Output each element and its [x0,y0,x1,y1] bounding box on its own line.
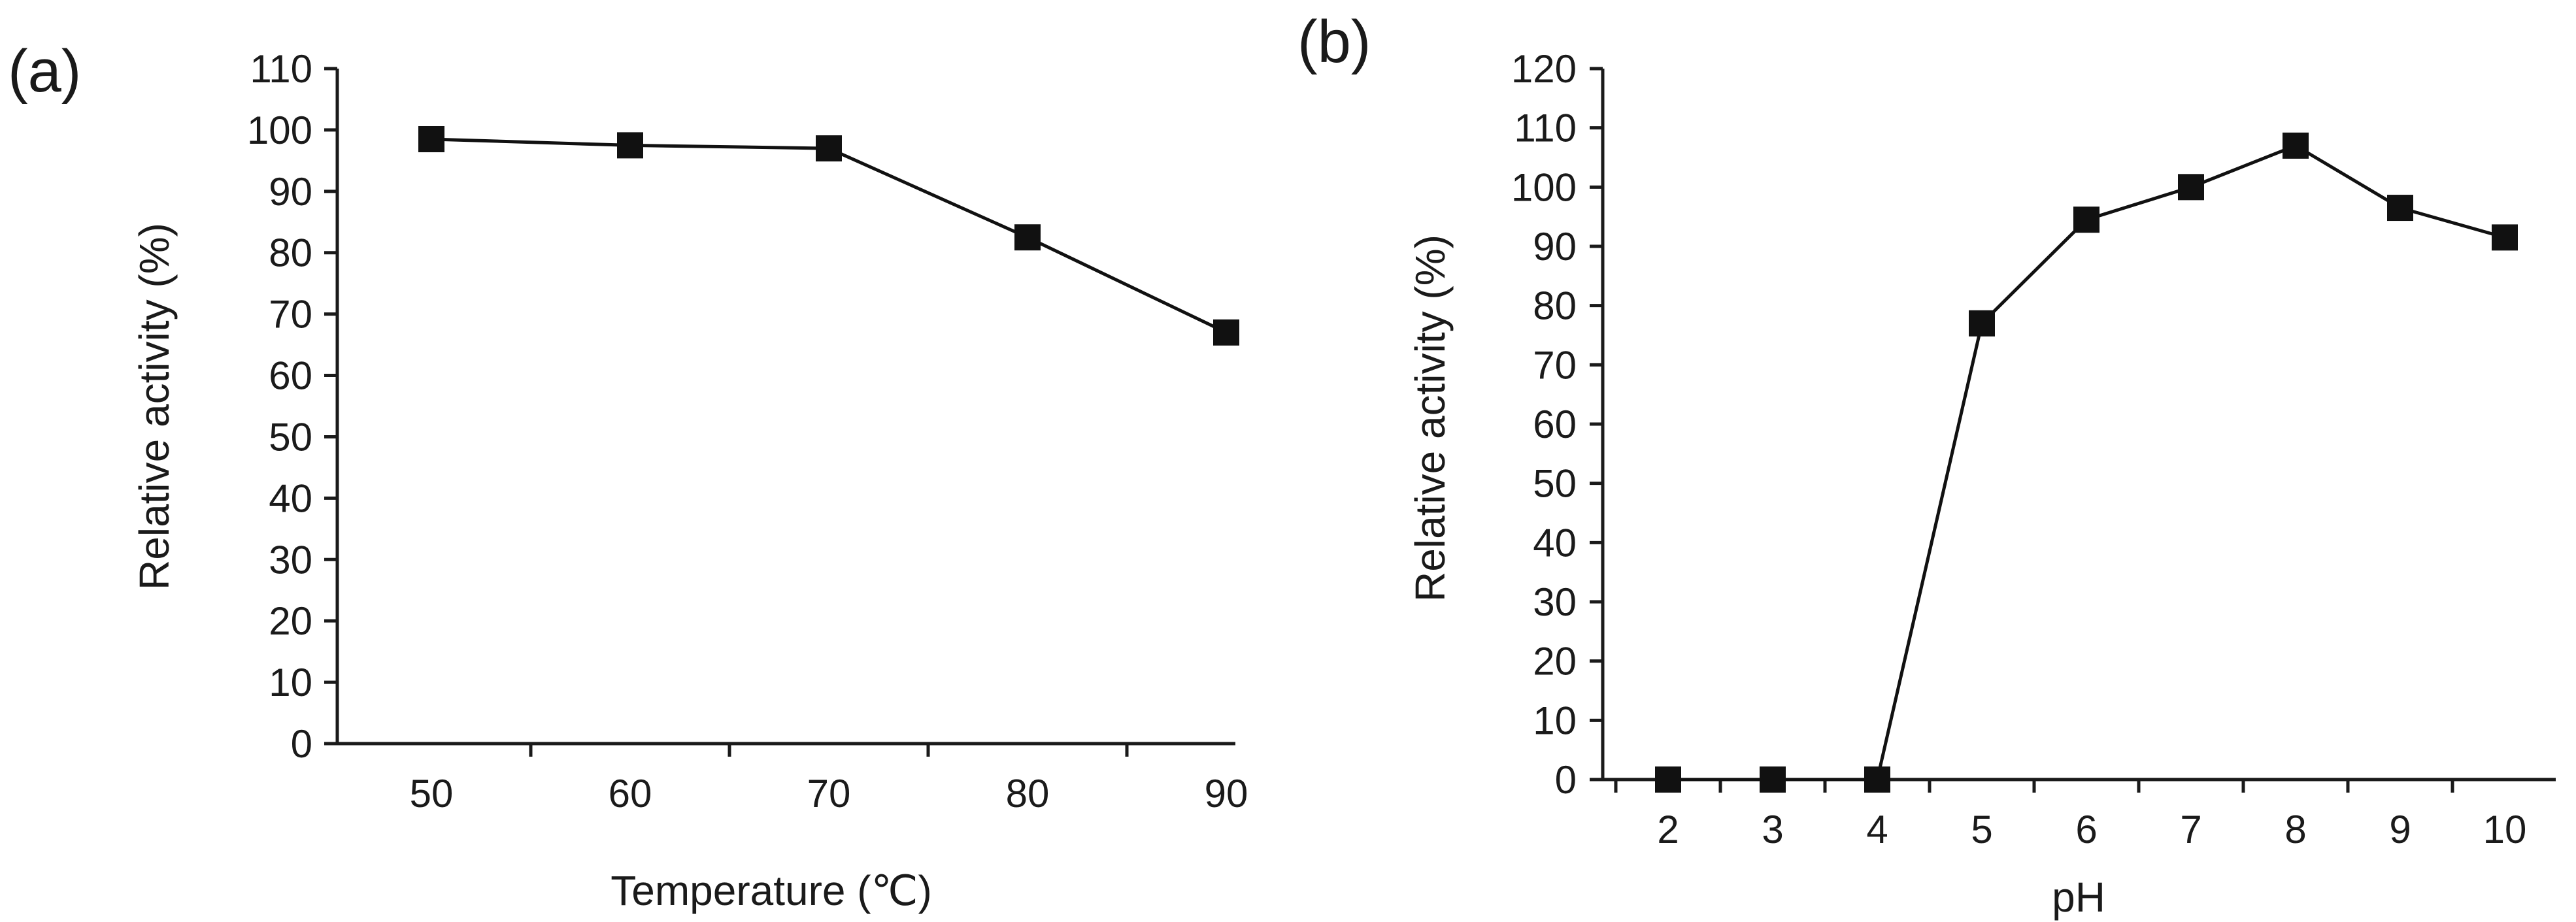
panel-b-data-point [2073,206,2099,233]
panel-a-x-tick-label: 90 [1205,772,1248,815]
panel-b-y-tick-label: 50 [1533,462,1577,506]
panel-a-y-tick-label: 90 [269,170,312,214]
panel-b-y-tick-label: 20 [1533,640,1577,683]
panel-b-x-tick-label: 3 [1762,808,1783,851]
panel-b-x-tick-label: 2 [1657,808,1679,851]
panel-b-x-axis-title: pH [2052,874,2105,921]
panel-b-x-tick-label: 8 [2284,808,2306,851]
panel-b-data-point [1969,310,1995,337]
panel-a-data-point [418,125,444,152]
panel-a-y-tick-label: 50 [269,415,312,459]
panel-b-markers [1655,132,2518,793]
panel-a-series-line [431,137,1228,335]
panel-b-x-tick-label: 6 [2075,808,2097,851]
panel-b-ph-chart: (b) 0 10 20 30 40 50 60 70 80 90 100 110 120 2 3 4 5 6 7 8… [1297,8,2556,921]
panel-a-y-tick-label: 100 [247,108,312,152]
panel-a-y-tick-label: 80 [269,231,312,275]
panel-b-data-point [2283,132,2309,159]
panel-b-y-tick-label: 90 [1533,225,1577,269]
panel-b-x-ticks: 2 3 4 5 6 7 8 9 10 [1614,780,2527,851]
panel-a-y-tick-label: 30 [269,538,312,582]
panel-b-data-point [2492,224,2518,251]
panel-b-y-tick-label: 70 [1533,343,1577,387]
panel-a-x-tick-label: 60 [609,772,652,815]
panel-b-y-tick-label: 100 [1511,165,1577,209]
panel-b-y-ticks: 0 10 20 30 40 50 60 70 80 90 100 110 120 [1511,47,1603,802]
panel-a-label: (a) [8,38,81,105]
panel-b-data-point [1655,766,1681,793]
panel-a-y-tick-label: 110 [250,47,312,91]
panel-b-x-tick-label: 9 [2389,808,2411,851]
panel-b-data-point [1864,766,1890,793]
panel-b-data-point [1760,766,1786,793]
panel-a-y-tick-label: 0 [291,722,312,766]
panel-b-y-tick-label: 120 [1511,47,1577,91]
panel-a-x-ticks: 50 60 70 80 90 [410,744,1248,815]
panel-b-x-tick-label: 7 [2180,808,2201,851]
panel-a-y-ticks: 0 10 20 30 40 50 60 70 80 90 100 110 [247,47,337,766]
panel-a-temperature-chart: (a) 0 10 20 30 40 50 60 70 80 90 100 110 50 60 70 80 90… [8,38,1248,914]
panel-b-label: (b) [1297,8,1371,75]
panel-b-y-tick-label: 10 [1533,699,1577,742]
panel-b-y-tick-label: 40 [1533,521,1577,565]
panel-a-x-tick-label: 80 [1006,772,1050,815]
panel-b-data-point [2178,174,2204,201]
panel-b-y-tick-label: 80 [1533,284,1577,328]
panel-a-data-point [1014,224,1041,251]
panel-a-y-tick-label: 10 [269,661,312,704]
panel-b-x-tick-label: 10 [2483,808,2527,851]
panel-b-y-tick-label: 30 [1533,580,1577,624]
panel-a-x-tick-label: 50 [410,772,454,815]
panel-b-data-point [2387,195,2413,222]
panel-b-x-tick-label: 4 [1866,808,1888,851]
panel-a-data-point [816,135,842,162]
panel-a-x-tick-label: 70 [807,772,851,815]
panel-a-y-tick-label: 70 [269,293,312,337]
panel-a-markers [418,125,1239,346]
panel-b-series-line [1668,144,2505,782]
panel-a-y-axis-title: Relative activity (%) [131,223,178,590]
panel-a-data-point [1213,319,1239,346]
panel-a-x-axis-title: Temperature (℃) [611,867,932,914]
panel-b-y-axis-title: Relative activity (%) [1407,235,1454,602]
panel-a-y-tick-label: 20 [269,599,312,643]
panel-b-x-tick-label: 5 [1971,808,1992,851]
panel-a-data-point [617,132,643,159]
panel-b-y-tick-label: 0 [1555,758,1577,802]
panel-a-y-tick-label: 40 [269,476,312,520]
panel-a-y-tick-label: 60 [269,354,312,398]
panel-b-y-tick-label: 110 [1514,107,1577,150]
panel-b-y-tick-label: 60 [1533,403,1577,446]
